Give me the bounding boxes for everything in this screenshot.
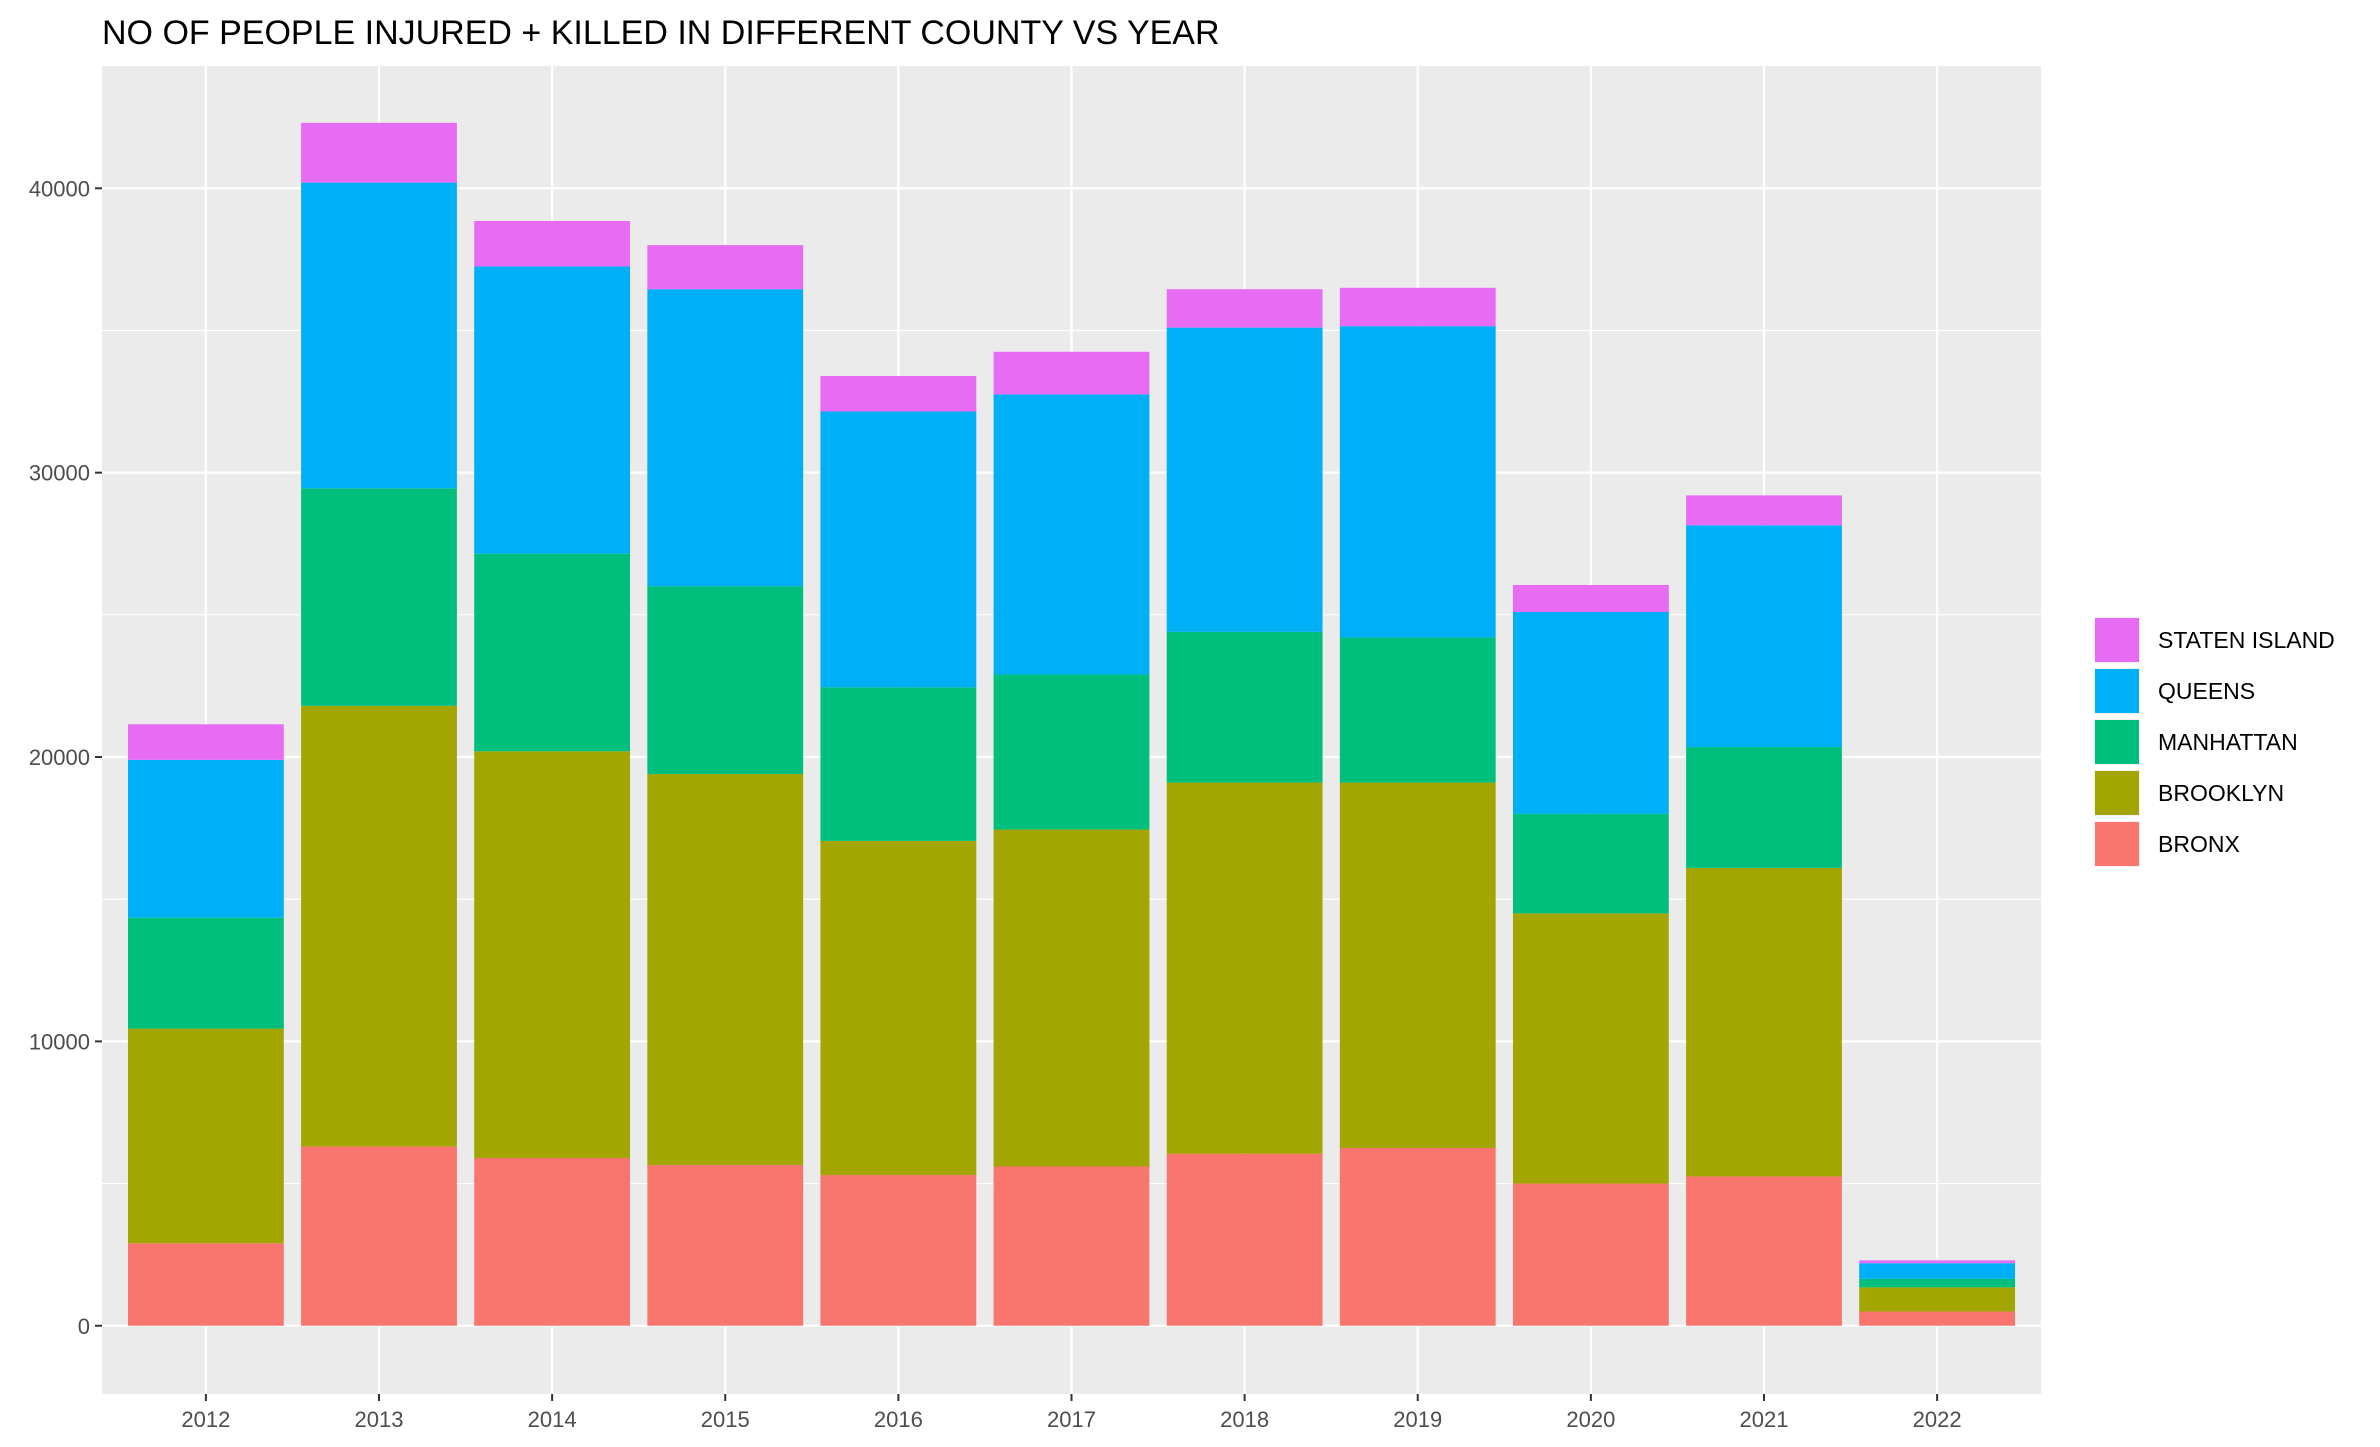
bar-staten-island-2012 [127, 724, 284, 760]
x-tick-label: 2015 [701, 1407, 750, 1432]
bar-queens-2017 [993, 394, 1150, 675]
bar-manhattan-2022 [1859, 1278, 2016, 1288]
bar-queens-2014 [474, 266, 631, 554]
bar-manhattan-2015 [647, 586, 804, 775]
x-tick-label: 2016 [874, 1407, 923, 1432]
bar-staten-island-2020 [1512, 584, 1669, 612]
bar-manhattan-2020 [1512, 813, 1669, 914]
bar-bronx-2013 [301, 1146, 457, 1326]
y-axis: 0 10000 20000 30000 40000 [29, 176, 102, 1339]
bar-staten-island-2017 [993, 351, 1150, 395]
y-tick-label: 20000 [29, 745, 90, 770]
x-axis: 2012 2013 2014 2015 2016 2017 2018 2019 2020 2021… [181, 1394, 1962, 1432]
legend-label: BRONX [2158, 831, 2240, 857]
bar-manhattan-2012 [127, 917, 284, 1029]
legend-label: QUEENS [2158, 678, 2255, 704]
bar-staten-island-2022 [1859, 1260, 2016, 1264]
bar-staten-island-2015 [647, 245, 804, 290]
bar-bronx-2017 [993, 1166, 1150, 1326]
y-tick-label: 40000 [29, 176, 90, 201]
chart-title: NO OF PEOPLE INJURED + KILLED IN DIFFERE… [102, 14, 1220, 52]
bar-manhattan-2013 [301, 488, 457, 706]
legend-key-brooklyn [2095, 771, 2139, 815]
legend-key-bronx [2095, 822, 2139, 866]
bar-brooklyn-2013 [301, 705, 457, 1147]
bar-staten-island-2019 [1339, 287, 1496, 327]
x-tick-label: 2012 [181, 1407, 230, 1432]
bar-brooklyn-2015 [647, 774, 804, 1166]
bar-brooklyn-2017 [993, 829, 1150, 1167]
bar-manhattan-2016 [820, 687, 977, 841]
bar-queens-2021 [1686, 525, 1842, 748]
bar-bronx-2012 [127, 1243, 284, 1326]
bar-brooklyn-2021 [1686, 867, 1842, 1177]
x-tick-label: 2013 [355, 1407, 404, 1432]
bar-queens-2018 [1166, 327, 1323, 632]
bar-queens-2013 [301, 182, 457, 489]
legend-label: MANHATTAN [2158, 729, 2298, 755]
bar-staten-island-2016 [820, 375, 977, 412]
bar-brooklyn-2022 [1859, 1287, 2016, 1312]
bar-manhattan-2017 [993, 674, 1150, 830]
bar-bronx-2019 [1339, 1148, 1496, 1326]
bar-bronx-2014 [474, 1157, 631, 1326]
bar-staten-island-2018 [1166, 289, 1323, 328]
bar-brooklyn-2014 [474, 751, 631, 1158]
legend-label: BROOKLYN [2158, 780, 2284, 806]
bar-bronx-2015 [647, 1165, 804, 1326]
y-tick-label: 30000 [29, 461, 90, 486]
bar-bronx-2022 [1859, 1311, 2016, 1326]
legend-label: STATEN ISLAND [2158, 627, 2335, 653]
bar-bronx-2016 [820, 1175, 977, 1326]
x-tick-label: 2022 [1913, 1407, 1962, 1432]
y-tick-label: 10000 [29, 1029, 90, 1054]
x-tick-label: 2018 [1220, 1407, 1269, 1432]
legend: STATEN ISLAND QUEENS MANHATTAN BROOKLYN BRON… [2094, 617, 2335, 867]
bar-brooklyn-2012 [127, 1028, 284, 1244]
bar-manhattan-2021 [1686, 747, 1842, 868]
bar-manhattan-2018 [1166, 631, 1323, 783]
legend-key-queens [2095, 669, 2139, 713]
bar-brooklyn-2019 [1339, 782, 1496, 1149]
y-tick-label: 0 [78, 1314, 90, 1339]
bar-bronx-2018 [1166, 1153, 1323, 1326]
bar-brooklyn-2016 [820, 840, 977, 1176]
bar-brooklyn-2020 [1512, 913, 1669, 1184]
bar-queens-2015 [647, 289, 804, 587]
bar-bronx-2021 [1686, 1176, 1842, 1326]
bar-manhattan-2019 [1339, 637, 1496, 783]
bar-queens-2019 [1339, 326, 1496, 638]
legend-key-manhattan [2095, 720, 2139, 764]
bar-queens-2020 [1512, 611, 1669, 814]
bar-queens-2016 [820, 411, 977, 688]
bar-manhattan-2014 [474, 553, 631, 752]
x-tick-label: 2017 [1047, 1407, 1096, 1432]
x-tick-label: 2019 [1393, 1407, 1442, 1432]
legend-key-staten-island [2095, 618, 2139, 662]
x-tick-label: 2020 [1566, 1407, 1615, 1432]
x-tick-label: 2021 [1740, 1407, 1789, 1432]
bar-staten-island-2014 [474, 220, 631, 267]
bar-queens-2022 [1859, 1263, 2016, 1279]
bar-staten-island-2013 [301, 122, 457, 183]
bar-queens-2012 [127, 759, 284, 918]
bars [127, 122, 2016, 1326]
bar-brooklyn-2018 [1166, 782, 1323, 1154]
bar-bronx-2020 [1512, 1183, 1669, 1326]
x-tick-label: 2014 [528, 1407, 577, 1432]
bar-staten-island-2021 [1686, 495, 1842, 526]
